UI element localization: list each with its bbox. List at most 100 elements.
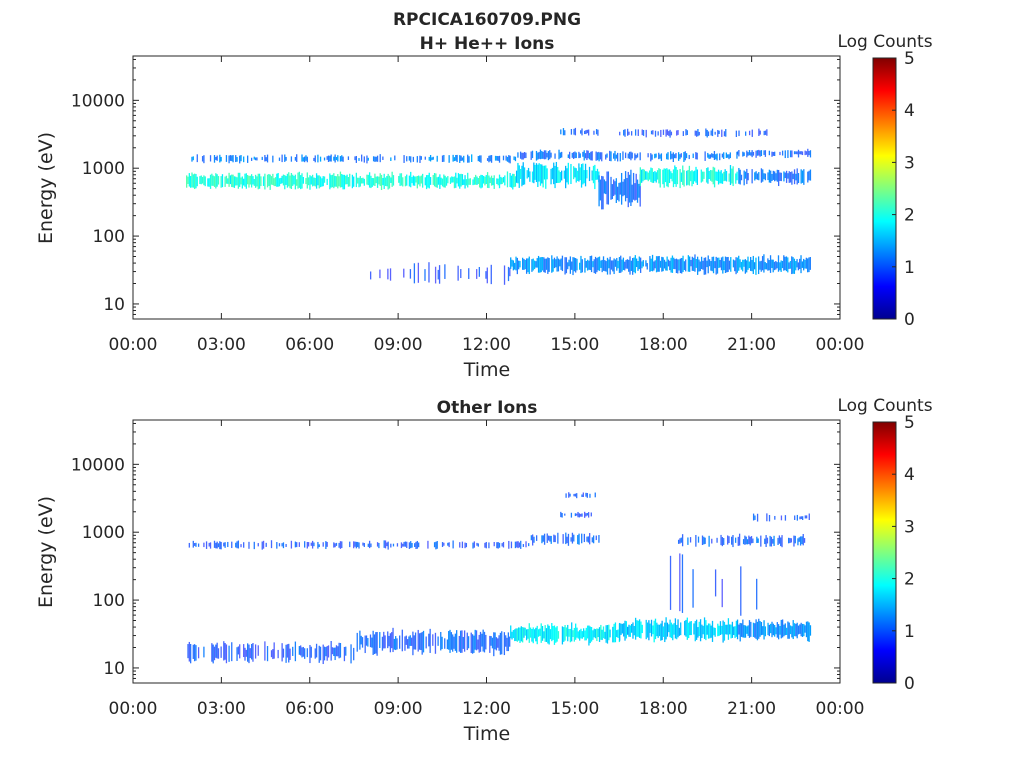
spectrogram-cell [771, 173, 773, 181]
spectrogram-cell [683, 152, 685, 162]
spectrogram-cell [315, 173, 318, 189]
spectrogram-cell [708, 170, 710, 179]
spectrogram-cell [533, 260, 536, 270]
spectrogram-cell [292, 646, 294, 656]
spectrogram-cell [399, 173, 401, 186]
spectrogram-cell [666, 168, 668, 187]
spectrogram-cell [684, 151, 686, 161]
spectrogram-cell [652, 171, 655, 183]
spectrogram-cell [424, 269, 426, 281]
spectrogram-cell [313, 177, 315, 186]
spectrogram-cell [359, 176, 361, 187]
spectrogram-cell [787, 150, 789, 158]
spectrogram-cell [683, 261, 686, 270]
spectrogram-cell [542, 165, 544, 188]
spectrogram-cell [513, 173, 515, 188]
spectrogram-cell [334, 647, 336, 661]
spectrogram-cell [296, 154, 298, 162]
spectrogram-cell [525, 541, 527, 548]
spectrogram-cell [585, 627, 587, 641]
colorbar-tick-label: 3 [904, 517, 915, 537]
spectrogram-cell [798, 537, 800, 542]
spectrogram-cell [215, 644, 217, 658]
spectrogram-cell [192, 540, 194, 548]
spectrogram-cell [386, 542, 388, 547]
spectrogram-cell [638, 183, 640, 198]
spectrogram-cell [619, 153, 621, 162]
spectrogram-cell [373, 634, 376, 655]
spectrogram-cell [642, 168, 644, 182]
spectrogram-cell [606, 625, 609, 644]
spectrogram-cell [353, 541, 355, 549]
spectrogram-cell [788, 537, 790, 544]
spectrogram-cell [418, 633, 421, 650]
spectrogram-cell [591, 170, 593, 181]
spectrogram-cell [540, 257, 542, 273]
spectrogram-cell [717, 623, 719, 637]
y-axis-label: Energy (eV) [35, 132, 57, 244]
spectrogram-cell [327, 645, 330, 658]
spectrogram-cell [420, 156, 422, 160]
spectrogram-cell [745, 536, 747, 545]
spectrogram-cell [452, 540, 454, 549]
spectrogram-cell [719, 171, 721, 184]
spectrogram-cell [781, 260, 784, 269]
x-tick-label: 18:00 [639, 335, 688, 355]
spectrogram-cell [743, 259, 745, 267]
spectrogram-cell [217, 648, 220, 659]
spectrogram-cell [747, 256, 749, 270]
spectrogram-cell [584, 130, 586, 135]
spectrogram-cell [535, 261, 537, 268]
spectrogram-cell [610, 176, 612, 200]
spectrogram-cell [785, 170, 788, 183]
y-tick-label: 10 [103, 659, 125, 679]
spectrogram-cell [649, 623, 651, 633]
y-tick-label: 100 [93, 227, 125, 247]
spectrogram-cell [724, 256, 727, 273]
spectrogram-cell [363, 178, 365, 186]
x-tick-label: 03:00 [197, 699, 246, 719]
spectrogram-cell [605, 261, 607, 272]
spectrogram-cell [485, 634, 487, 650]
spectrogram-cell [671, 153, 673, 159]
spectrogram-cell [727, 535, 729, 545]
spectrogram-band [188, 540, 530, 550]
spectrogram-cell [795, 151, 797, 155]
spectrogram-cell [497, 178, 499, 186]
spectrogram-cell [193, 543, 196, 546]
spectrogram-cell [454, 633, 456, 651]
spectrogram-cell [580, 628, 582, 639]
spectrogram-cell [511, 631, 513, 640]
x-axis-label: Time [463, 359, 511, 381]
spectrogram-cell [331, 174, 334, 188]
spectrogram-cell [710, 625, 712, 638]
spectrogram-cell [306, 172, 308, 189]
spectrogram-cell [661, 620, 663, 641]
spectrogram-cell [501, 177, 503, 184]
spectrogram-cell [736, 151, 738, 159]
spectrogram-cell [421, 632, 423, 655]
spectrogram-cell [441, 636, 443, 650]
spectrogram-cell [721, 129, 723, 137]
spectrogram-cell [260, 176, 262, 187]
spectrogram-cell [768, 169, 771, 183]
spectrogram-cell [247, 175, 249, 185]
spectrogram-cell [774, 625, 776, 637]
spectrogram-cell [651, 154, 653, 160]
spectrogram-cell [760, 260, 762, 272]
spectrogram-cell [775, 173, 777, 181]
spectrogram-cell [193, 173, 196, 190]
spectrogram-cell [705, 128, 707, 137]
spectrogram-cell [522, 152, 524, 160]
spectrogram-cell [419, 176, 421, 187]
spectrogram-cell [562, 128, 565, 136]
spectrogram-cell [571, 152, 573, 158]
spectrogram-cell [554, 153, 556, 159]
spectrogram-cell [584, 511, 586, 518]
spectrogram-cell [574, 167, 576, 178]
spectrogram-cell [669, 619, 671, 638]
spectrogram-cell [362, 177, 364, 184]
spectrogram-cell [745, 131, 747, 136]
spectrogram-cell [468, 178, 470, 185]
spectrogram-cell [353, 647, 355, 661]
